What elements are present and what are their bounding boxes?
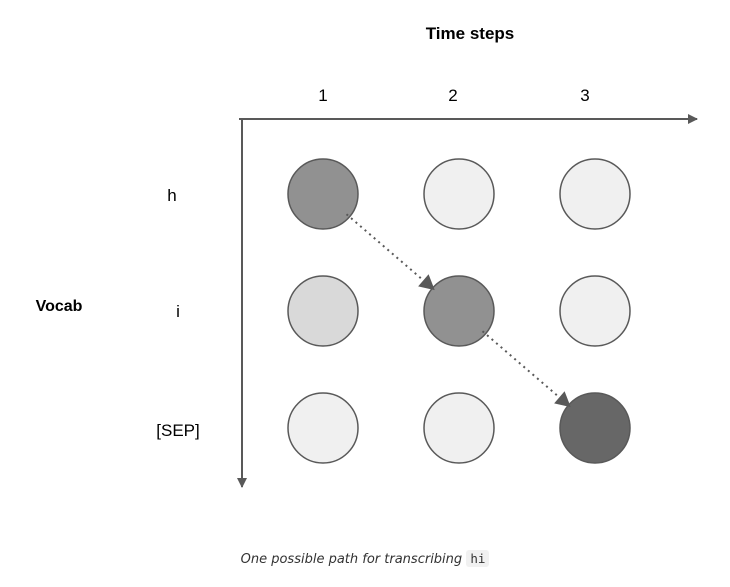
grid-circle [423,392,495,464]
path-arrow-line [481,330,561,399]
probability-grid [287,158,631,464]
path-arrow-head [418,274,435,291]
alignment-path [345,213,571,408]
figure-caption: One possible path for transcribing hi [0,550,730,567]
vocab-axis-label: Vocab [36,298,83,315]
caption-code: hi [466,550,490,567]
vocab-label: h [167,186,176,205]
grid-circle [423,158,495,230]
grid-circle [559,275,631,347]
vocab-label: [SEP] [156,421,199,440]
grid-circle [559,158,631,230]
grid-circle [287,392,359,464]
path-arrow-head [554,391,571,408]
time-steps-title: Time steps [426,24,515,43]
grid-circle [287,275,359,347]
path-arrow-line [345,213,425,282]
grid-circle [287,158,359,230]
vocab-label: i [176,302,180,321]
time-step-label: 3 [580,86,589,105]
grid-circle [423,275,495,347]
time-step-label: 1 [318,86,327,105]
caption-text: One possible path for transcribing [240,552,463,567]
grid-circle [559,392,631,464]
time-step-label: 2 [448,86,457,105]
